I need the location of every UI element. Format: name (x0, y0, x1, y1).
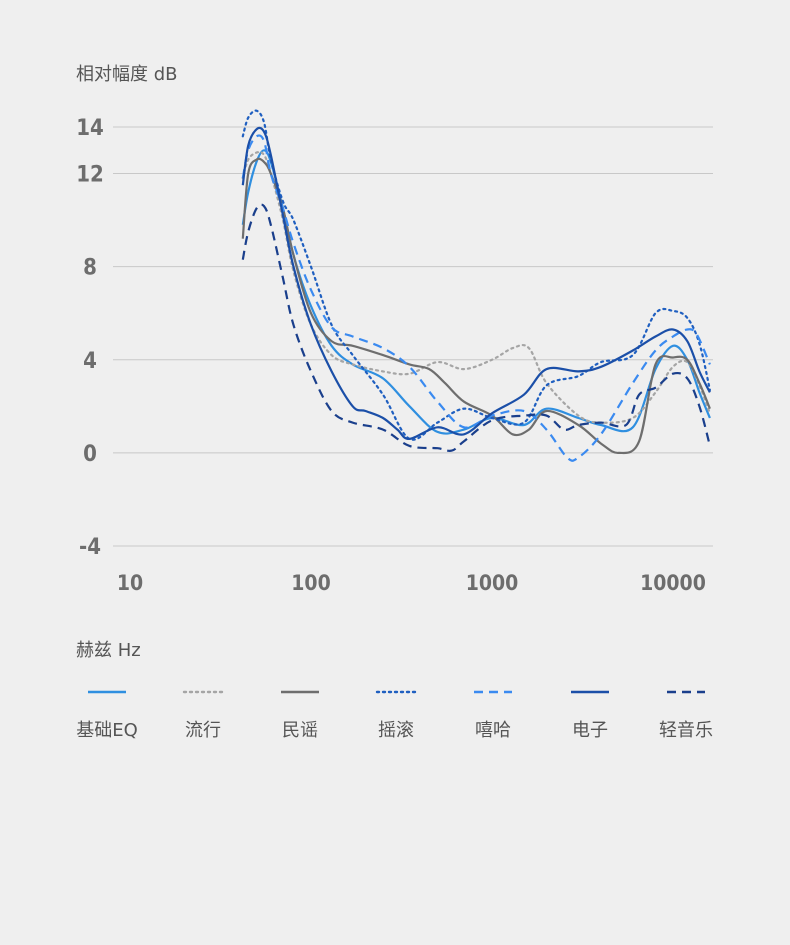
frequency-response-chart: 14 12 8 4 0 -4 10 100 1000 10000 (76, 109, 713, 595)
series-line-5 (241, 126, 711, 440)
series-line-6 (241, 203, 711, 452)
legend-item: 基础EQ (59, 680, 155, 742)
x-axis-ticks: 10 100 1000 10000 (117, 571, 706, 595)
legend-label: 电子 (572, 720, 608, 741)
grid-lines (113, 126, 713, 547)
y-tick-label: 14 (76, 116, 104, 141)
y-tick-label: 8 (83, 256, 97, 281)
legend-item: 流行 (155, 680, 251, 742)
legend-item: 民谣 (252, 680, 348, 742)
legend-swatch (474, 690, 512, 694)
series-line-3 (241, 109, 711, 441)
legend-label: 轻音乐 (659, 720, 713, 741)
legend-item: 嘻哈 (445, 680, 541, 742)
series-line-4 (241, 134, 711, 462)
legend-label: 基础EQ (76, 720, 138, 741)
series-line-2 (241, 157, 711, 455)
y-axis-ticks: 14 12 8 4 0 -4 (76, 116, 104, 560)
legend-swatch (667, 690, 705, 694)
legend-swatch (571, 690, 609, 694)
legend-label: 民谣 (282, 720, 318, 741)
y-tick-label: 12 (76, 163, 104, 188)
y-tick-label: -4 (79, 535, 101, 560)
series-lines (241, 109, 711, 462)
legend: 基础EQ 流行 民谣 摇滚 嘻哈 电子 轻音乐 (0, 680, 790, 760)
legend-item: 摇滚 (348, 680, 444, 742)
legend-label: 嘻哈 (475, 720, 511, 741)
legend-label: 流行 (185, 720, 221, 741)
x-tick-label: 10 (117, 571, 143, 595)
series-line-1 (241, 150, 711, 424)
y-tick-label: 0 (83, 442, 97, 467)
x-tick-label: 100 (291, 571, 330, 595)
y-axis-title: 相对幅度 dB (76, 64, 178, 85)
legend-item: 电子 (542, 680, 638, 742)
legend-swatch (88, 690, 126, 694)
legend-swatch (281, 690, 319, 694)
legend-swatch (375, 690, 417, 694)
x-tick-label: 1000 (466, 571, 519, 595)
legend-label: 摇滚 (378, 720, 414, 741)
legend-item: 轻音乐 (638, 680, 734, 742)
y-tick-label: 4 (83, 349, 97, 374)
x-axis-title: 赫兹 Hz (76, 640, 141, 661)
x-tick-label: 10000 (640, 571, 706, 595)
legend-swatch (182, 690, 224, 694)
